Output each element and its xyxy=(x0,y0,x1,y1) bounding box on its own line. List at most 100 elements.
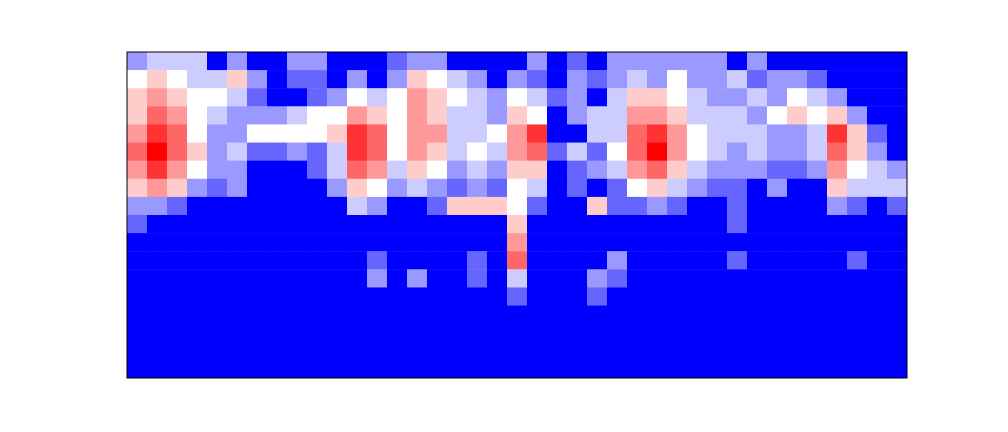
cell xyxy=(467,197,488,216)
cell xyxy=(667,179,688,198)
cell xyxy=(867,161,888,180)
cell xyxy=(367,70,388,89)
cell xyxy=(147,306,168,325)
cell xyxy=(527,197,548,216)
cell xyxy=(767,342,788,361)
cell xyxy=(587,197,608,216)
cell xyxy=(747,215,768,234)
cell xyxy=(187,106,208,125)
cell xyxy=(267,179,288,198)
cell xyxy=(427,233,448,252)
cell xyxy=(147,360,168,378)
cell xyxy=(567,161,588,180)
cell xyxy=(307,197,328,216)
cell xyxy=(247,143,268,162)
cell xyxy=(607,52,628,71)
cell xyxy=(867,124,888,143)
cell xyxy=(167,342,188,361)
cell xyxy=(467,179,488,198)
cell xyxy=(627,324,648,343)
cell xyxy=(467,306,488,325)
cell xyxy=(547,269,568,288)
cell xyxy=(327,52,348,71)
cell xyxy=(487,269,508,288)
cell xyxy=(247,287,268,306)
cell xyxy=(667,88,688,107)
cell xyxy=(587,287,608,306)
cell xyxy=(447,106,468,125)
cell xyxy=(827,161,848,180)
cell xyxy=(127,269,148,288)
cell xyxy=(247,360,268,378)
cell xyxy=(187,70,208,89)
cell xyxy=(527,269,548,288)
cell xyxy=(227,52,248,71)
cell xyxy=(727,306,748,325)
cell xyxy=(807,52,828,71)
cell xyxy=(487,143,508,162)
cell xyxy=(267,143,288,162)
cell xyxy=(807,306,828,325)
cell xyxy=(847,124,868,143)
cell xyxy=(647,215,668,234)
cell xyxy=(547,88,568,107)
cell xyxy=(607,269,628,288)
cell xyxy=(227,269,248,288)
cell xyxy=(567,360,588,378)
cell xyxy=(247,88,268,107)
cell xyxy=(487,106,508,125)
cell xyxy=(847,287,868,306)
cell xyxy=(607,306,628,325)
cell xyxy=(707,215,728,234)
cell xyxy=(147,143,168,162)
cell xyxy=(587,342,608,361)
cell xyxy=(207,233,228,252)
cell xyxy=(367,342,388,361)
cell xyxy=(227,124,248,143)
cell xyxy=(307,52,328,71)
cell xyxy=(467,70,488,89)
cell xyxy=(267,106,288,125)
cell xyxy=(167,52,188,71)
cell xyxy=(667,124,688,143)
cell xyxy=(607,360,628,378)
cell xyxy=(707,324,728,343)
cell xyxy=(467,360,488,378)
cell xyxy=(867,287,888,306)
cell xyxy=(447,215,468,234)
cell xyxy=(827,342,848,361)
cell xyxy=(627,306,648,325)
cell xyxy=(647,161,668,180)
cell xyxy=(187,233,208,252)
cell xyxy=(587,306,608,325)
cell xyxy=(187,88,208,107)
cell xyxy=(207,251,228,270)
cell xyxy=(727,52,748,71)
cell xyxy=(127,161,148,180)
cell xyxy=(147,179,168,198)
cell xyxy=(147,269,168,288)
cell xyxy=(607,324,628,343)
cell xyxy=(207,124,228,143)
cell xyxy=(767,269,788,288)
cell xyxy=(747,324,768,343)
cell xyxy=(687,251,708,270)
cell xyxy=(227,197,248,216)
cell xyxy=(207,360,228,378)
cell xyxy=(247,52,268,71)
cell xyxy=(627,70,648,89)
cell xyxy=(507,306,528,325)
cell xyxy=(887,233,907,252)
cell xyxy=(287,306,308,325)
cell xyxy=(727,269,748,288)
cell xyxy=(667,306,688,325)
cell xyxy=(567,342,588,361)
cell xyxy=(227,306,248,325)
cell xyxy=(147,287,168,306)
cell xyxy=(627,143,648,162)
cell xyxy=(647,70,668,89)
cell xyxy=(567,143,588,162)
cell xyxy=(687,269,708,288)
cell xyxy=(127,287,148,306)
cell xyxy=(707,197,728,216)
